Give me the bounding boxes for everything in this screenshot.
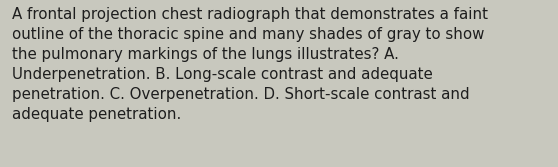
Text: A frontal projection chest radiograph that demonstrates a faint
outline of the t: A frontal projection chest radiograph th… — [12, 7, 488, 122]
